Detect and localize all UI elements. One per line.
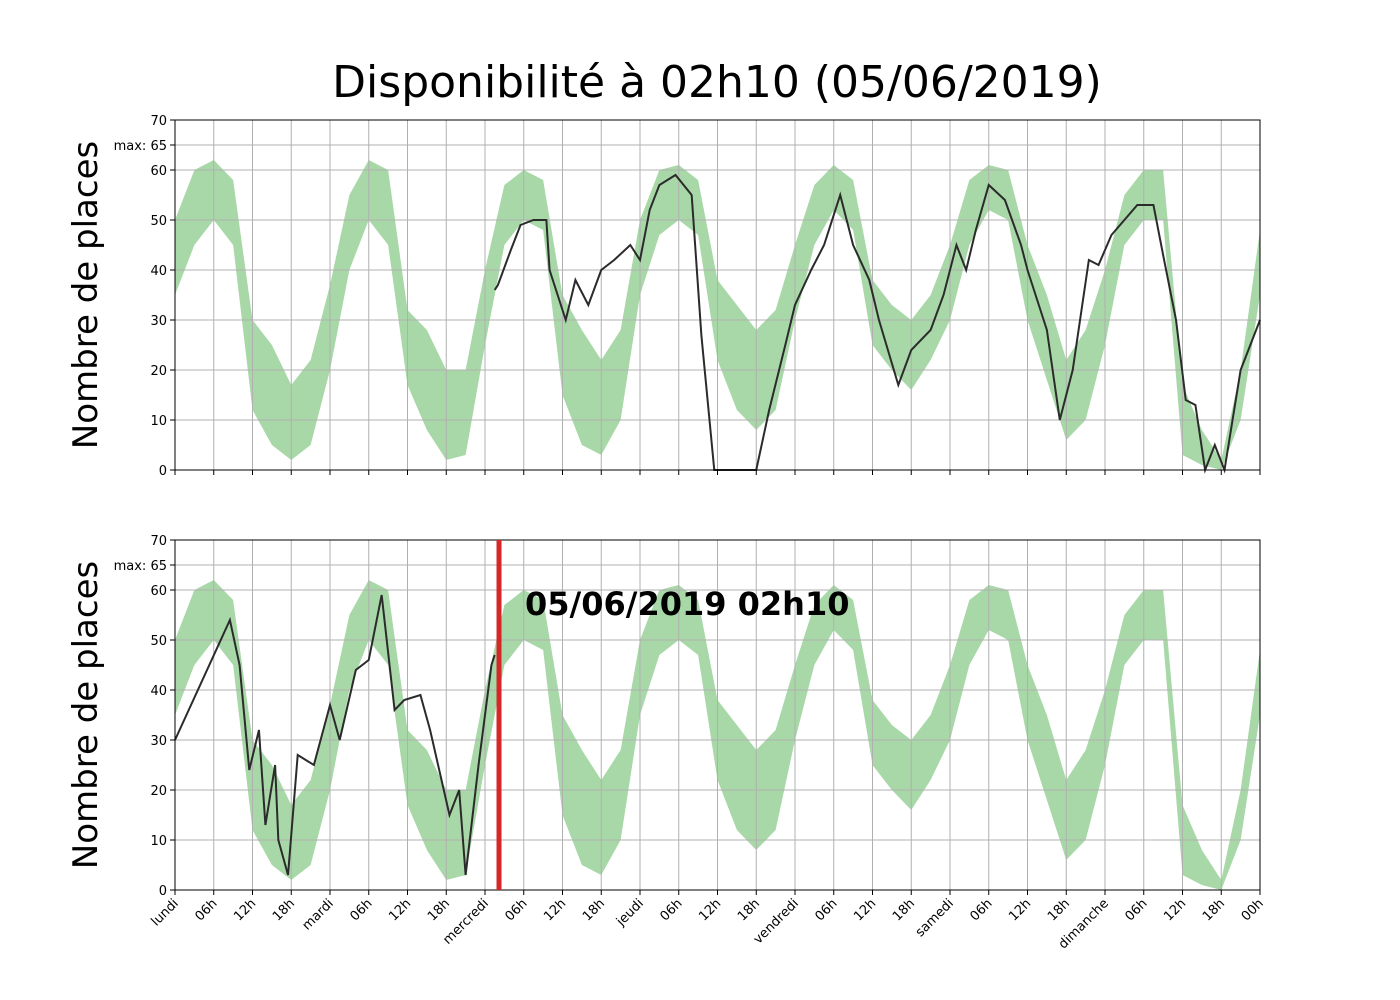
x-tick-label: 06h <box>967 896 995 924</box>
x-tick-label: 06h <box>657 896 685 924</box>
x-tick-label: 06h <box>812 896 840 924</box>
x-tick-label: jeudi <box>613 896 647 930</box>
x-tick-label: 12h <box>851 896 879 924</box>
x-tick-label: 06h <box>347 896 375 924</box>
data-line <box>174 594 496 876</box>
y-tick-label: 0 <box>159 464 167 479</box>
y-tick-label: 20 <box>150 364 167 379</box>
y-tick-label: 40 <box>150 264 167 279</box>
x-tick-label: 18h <box>1200 896 1228 924</box>
y-tick-label: 50 <box>150 634 167 649</box>
y-tick-label: 60 <box>150 164 167 179</box>
x-tick-label: 18h <box>270 896 298 924</box>
x-tick-label: 12h <box>231 896 259 924</box>
y-axis-label: Nombre de places <box>66 561 106 869</box>
x-tick-label: 18h <box>1045 896 1073 924</box>
y-tick-label: 50 <box>150 214 167 229</box>
x-tick-label: lundi <box>149 896 182 929</box>
y-tick-label: 30 <box>150 314 167 329</box>
y-tick-label: 70 <box>150 534 167 549</box>
y-tick-label: 60 <box>150 584 167 599</box>
data-line <box>493 173 1261 474</box>
x-tick-label: 12h <box>1161 896 1189 924</box>
y-tick-label: 10 <box>150 834 167 849</box>
y-tick-label: 20 <box>150 784 167 799</box>
x-tick-label: 18h <box>580 896 608 924</box>
y-tick-label: max: 65 <box>114 559 167 574</box>
y-tick-label: max: 65 <box>114 139 167 154</box>
x-tick-label: 12h <box>386 896 414 924</box>
y-tick-label: 0 <box>159 884 167 899</box>
x-tick-label: 06h <box>1122 896 1150 924</box>
x-tick-label: 12h <box>541 896 569 924</box>
y-tick-label: 70 <box>150 114 167 129</box>
y-tick-label: 10 <box>150 414 167 429</box>
x-tick-label: 18h <box>890 896 918 924</box>
current-time-label: 05/06/2019 02h10 <box>525 585 849 623</box>
x-tick-label: mardi <box>300 896 337 933</box>
y-tick-label: 30 <box>150 734 167 749</box>
y-tick-label: 40 <box>150 684 167 699</box>
x-tick-label: 06h <box>502 896 530 924</box>
x-tick-label: samedi <box>913 896 957 940</box>
x-tick-label: 00h <box>1239 896 1267 924</box>
x-tick-label: 18h <box>425 896 453 924</box>
y-axis-label: Nombre de places <box>66 141 106 449</box>
figure-title: Disponibilité à 02h10 (05/06/2019) <box>332 57 1102 108</box>
x-tick-label: 12h <box>1006 896 1034 924</box>
x-tick-label: 18h <box>735 896 763 924</box>
x-tick-label: 06h <box>192 896 220 924</box>
x-tick-label: 12h <box>696 896 724 924</box>
